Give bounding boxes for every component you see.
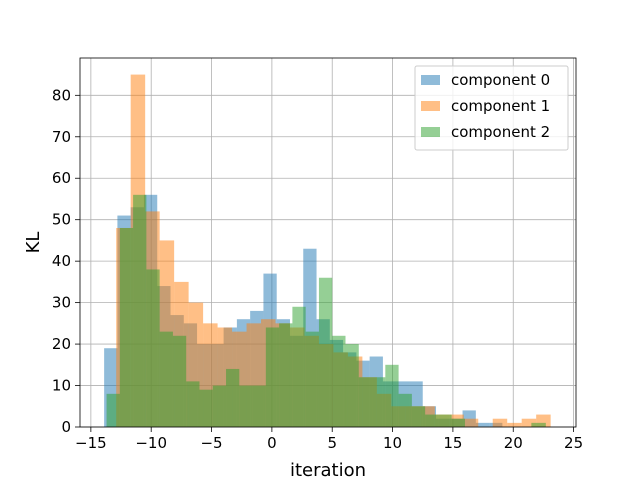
histogram-bar xyxy=(385,364,399,427)
x-tick-label: 5 xyxy=(327,434,337,452)
x-tick-label: −5 xyxy=(200,434,222,452)
legend-box xyxy=(414,65,569,151)
histogram-bar xyxy=(492,418,508,427)
x-tick-label: 15 xyxy=(443,434,462,452)
x-tick-label: −10 xyxy=(135,434,167,452)
histogram-bar xyxy=(212,385,227,427)
legend-label: component 0 xyxy=(451,71,550,89)
histogram-bar xyxy=(438,414,452,427)
x-tick-label: 10 xyxy=(383,434,402,452)
histogram-bar xyxy=(119,227,134,427)
y-tick-label: 10 xyxy=(52,377,71,395)
histogram-bar xyxy=(475,422,490,427)
x-tick-label: 25 xyxy=(564,434,583,452)
legend-label: component 1 xyxy=(451,97,550,115)
histogram-bar xyxy=(146,269,160,427)
histogram-bar xyxy=(292,306,306,427)
histogram-bar xyxy=(199,389,213,427)
histogram-bar xyxy=(305,331,319,427)
y-tick-label: 50 xyxy=(52,211,71,229)
legend-label: component 2 xyxy=(451,123,550,141)
y-axis-label: KL xyxy=(23,232,44,254)
histogram-bar xyxy=(345,344,359,427)
x-tick-label: 20 xyxy=(504,434,523,452)
y-tick-label: 40 xyxy=(52,252,71,270)
histogram-bar xyxy=(172,335,187,427)
histogram-bar xyxy=(279,323,293,427)
x-axis-label: iteration xyxy=(290,460,366,480)
histogram-bar xyxy=(463,418,479,427)
x-tick-label: −15 xyxy=(75,434,107,452)
legend-swatch xyxy=(421,101,440,111)
histogram-bar xyxy=(531,422,546,427)
histogram-bar xyxy=(186,381,200,427)
histogram-bar xyxy=(265,327,280,427)
histogram-bar xyxy=(507,422,522,427)
legend: component 0 component 1 component 2 xyxy=(414,65,569,151)
histogram-bar xyxy=(226,368,240,427)
x-tick-label: 0 xyxy=(267,434,277,452)
y-tick-label: 70 xyxy=(52,128,71,146)
y-tick-label: 20 xyxy=(52,335,71,353)
histogram-bar xyxy=(332,335,346,427)
histogram-bar xyxy=(521,418,537,427)
axes-frame xyxy=(79,57,577,428)
histogram-bar xyxy=(252,385,266,427)
histogram-bar xyxy=(398,393,412,427)
legend-swatch xyxy=(421,127,440,137)
series-2-bars xyxy=(106,194,546,427)
histogram-bar xyxy=(159,331,173,427)
histogram-bar xyxy=(425,414,439,427)
legend-swatch xyxy=(421,75,440,85)
axis-ticks: −15 −10 −5 0 5 10 15 20 25 0 10 20 30 40 50 60 70 80 xyxy=(52,86,583,452)
histogram-bar xyxy=(106,393,120,427)
y-tick-label: 0 xyxy=(61,418,71,436)
histogram-bar xyxy=(133,194,147,427)
histogram-bar xyxy=(372,377,386,427)
histogram-bar xyxy=(358,377,373,427)
histogram-bar xyxy=(239,385,253,427)
histogram-bar xyxy=(318,277,333,427)
histogram-bar xyxy=(451,418,465,427)
y-tick-label: 60 xyxy=(52,169,71,187)
y-tick-label: 30 xyxy=(52,294,71,312)
y-tick-label: 80 xyxy=(52,86,71,104)
histogram-bar xyxy=(411,406,426,427)
bars xyxy=(104,74,551,428)
